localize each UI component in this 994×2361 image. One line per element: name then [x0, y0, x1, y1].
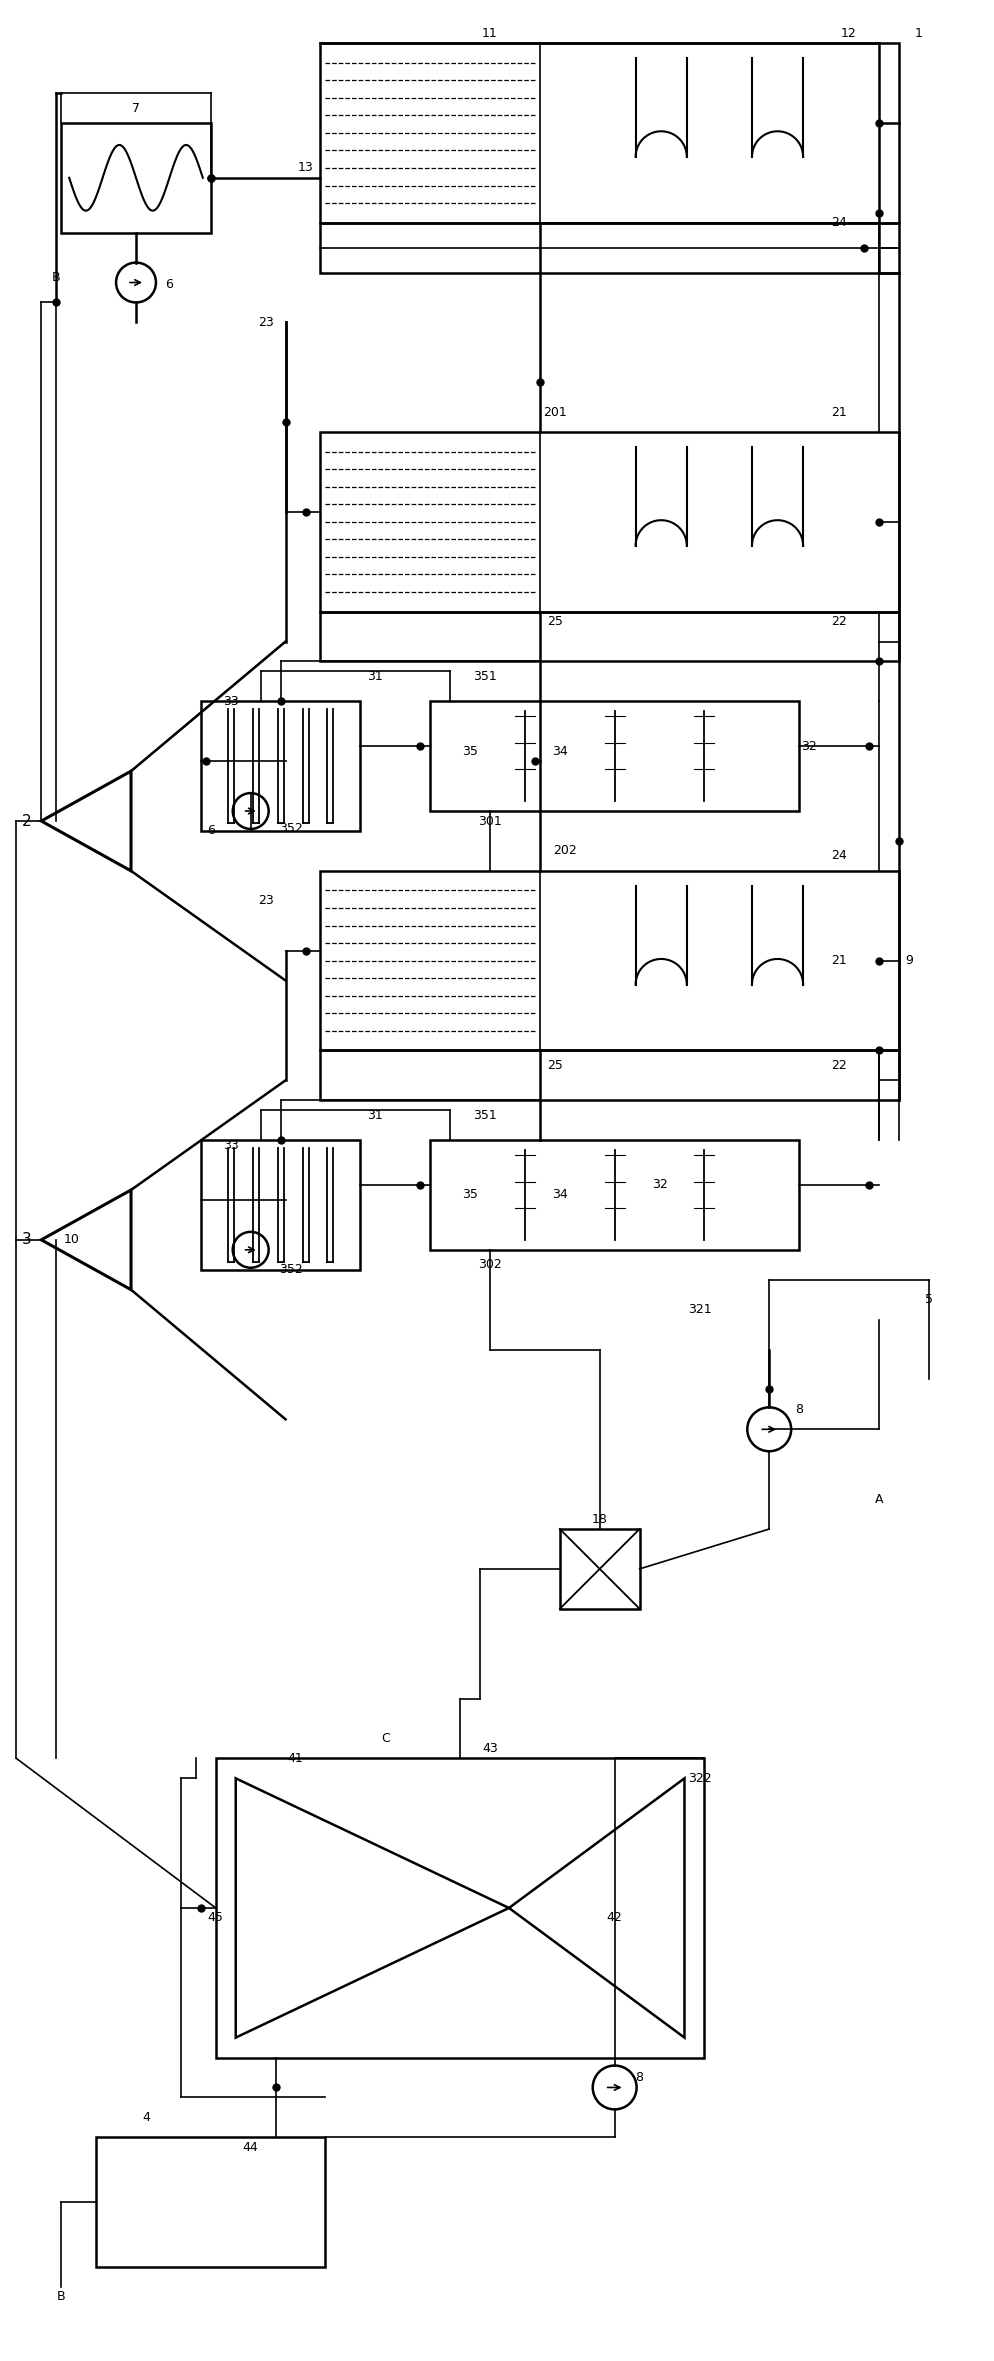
Text: 302: 302 [478, 1258, 501, 1270]
Text: C: C [381, 1733, 390, 1745]
Bar [320, 42, 898, 222]
Text: A: A [874, 1492, 883, 1506]
Text: 24: 24 [830, 850, 846, 862]
Text: 202: 202 [553, 845, 577, 857]
Text: 351: 351 [473, 1110, 496, 1121]
Text: 201: 201 [543, 406, 567, 418]
Text: 22: 22 [830, 616, 846, 628]
Text: 42: 42 [606, 1912, 622, 1924]
Text: 24: 24 [830, 217, 846, 229]
Text: B: B [57, 2290, 66, 2304]
Text: 34: 34 [552, 744, 568, 758]
Bar [560, 1530, 639, 1608]
Text: 31: 31 [367, 671, 383, 682]
Text: 41: 41 [287, 1752, 303, 1766]
Text: 351: 351 [473, 671, 496, 682]
Text: 7: 7 [132, 102, 140, 113]
Text: 45: 45 [208, 1912, 224, 1924]
Text: 33: 33 [223, 694, 239, 708]
Text: 31: 31 [367, 1110, 383, 1121]
Text: 5: 5 [923, 1294, 931, 1306]
Text: 25: 25 [547, 616, 563, 628]
Text: 23: 23 [257, 895, 273, 907]
Text: 21: 21 [830, 954, 846, 968]
Bar [216, 1759, 704, 2056]
Text: 25: 25 [547, 1058, 563, 1072]
Bar [201, 1140, 360, 1270]
Bar [96, 2137, 325, 2267]
Text: 352: 352 [278, 822, 302, 836]
Text: 10: 10 [64, 1232, 80, 1247]
Text: 301: 301 [478, 815, 501, 826]
Text: 35: 35 [461, 744, 477, 758]
Bar [320, 611, 898, 661]
Text: B: B [52, 272, 61, 283]
Text: 32: 32 [800, 739, 816, 753]
Text: 352: 352 [278, 1263, 302, 1277]
Text: 3: 3 [22, 1232, 31, 1247]
Text: 33: 33 [223, 1138, 239, 1152]
Bar [429, 701, 798, 812]
Bar [62, 123, 211, 234]
Text: 18: 18 [591, 1513, 607, 1525]
Text: 34: 34 [552, 1188, 568, 1202]
Text: 32: 32 [651, 1178, 667, 1192]
Text: 2: 2 [22, 815, 31, 829]
Bar [320, 222, 898, 272]
Text: 35: 35 [461, 1188, 477, 1202]
Bar [320, 432, 898, 611]
Text: 9: 9 [904, 954, 911, 968]
Bar [320, 1051, 898, 1100]
Text: 4: 4 [142, 2111, 150, 2125]
Bar [429, 1140, 798, 1249]
Text: 22: 22 [830, 1058, 846, 1072]
Text: 6: 6 [207, 824, 215, 838]
Text: 322: 322 [687, 1771, 711, 1785]
Text: 21: 21 [830, 406, 846, 418]
Text: 8: 8 [635, 2071, 643, 2085]
Text: 11: 11 [482, 26, 497, 40]
Text: 321: 321 [687, 1303, 711, 1315]
Text: 1: 1 [913, 26, 921, 40]
Text: 44: 44 [243, 2141, 258, 2153]
Bar [320, 871, 898, 1051]
Text: 12: 12 [840, 26, 856, 40]
Text: 13: 13 [297, 161, 313, 175]
Text: 23: 23 [257, 316, 273, 328]
Text: 6: 6 [165, 279, 173, 290]
Text: 43: 43 [482, 1742, 497, 1754]
Bar [201, 701, 360, 831]
Text: 8: 8 [794, 1402, 802, 1417]
